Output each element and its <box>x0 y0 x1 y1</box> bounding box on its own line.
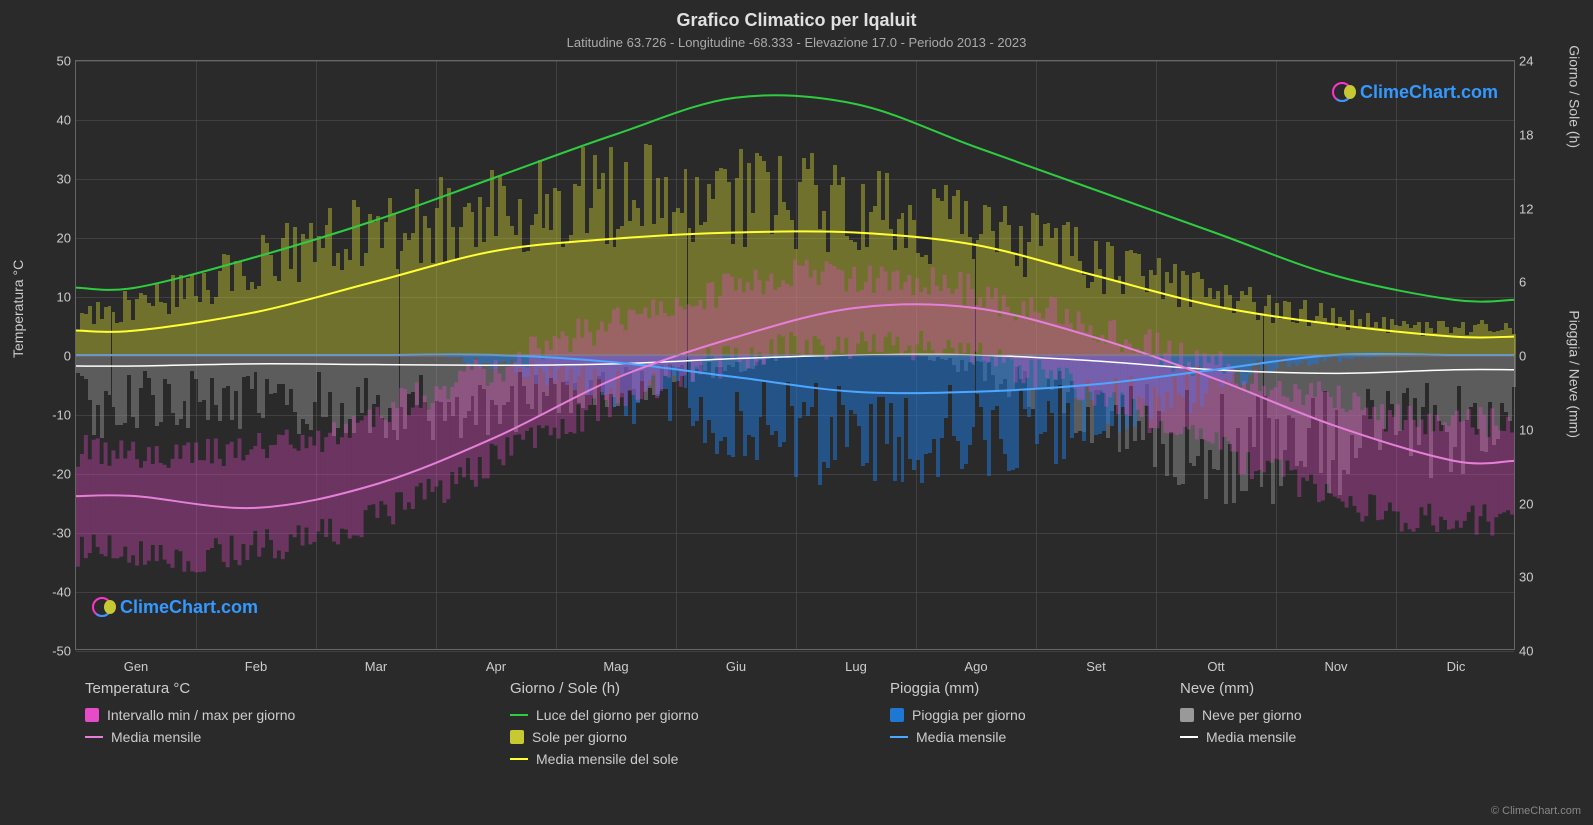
y-tick-right-bottom: 40 <box>1519 644 1549 659</box>
x-tick-month: Mag <box>603 659 628 674</box>
y-tick-left: 50 <box>36 54 71 69</box>
y-tick-right-bottom: 20 <box>1519 496 1549 511</box>
legend-label: Media mensile <box>916 729 1006 745</box>
y-tick-right-top: 0 <box>1519 349 1549 364</box>
legend-line-icon <box>85 736 103 738</box>
y-axis-left-title: Temperatura °C <box>10 260 26 358</box>
y-tick-right-top: 6 <box>1519 275 1549 290</box>
x-tick-month: Lug <box>845 659 867 674</box>
y-tick-left: 20 <box>36 231 71 246</box>
legend-item: Neve per giorno <box>1180 707 1302 723</box>
y-tick-left: -20 <box>36 467 71 482</box>
logo-icon <box>1332 80 1356 104</box>
legend-label: Media mensile del sole <box>536 751 678 767</box>
legend-title: Neve (mm) <box>1180 680 1302 697</box>
legend-item: Media mensile <box>890 729 1026 745</box>
x-tick-month: Nov <box>1324 659 1347 674</box>
legend-section: Neve (mm) Neve per giorno Media mensile <box>1180 680 1302 751</box>
y-tick-left: 30 <box>36 172 71 187</box>
x-tick-month: Ott <box>1207 659 1224 674</box>
legend-label: Pioggia per giorno <box>912 707 1026 723</box>
x-tick-month: Gen <box>124 659 149 674</box>
x-tick-month: Apr <box>486 659 506 674</box>
climate-chart: Grafico Climatico per Iqaluit Latitudine… <box>0 0 1593 825</box>
y-tick-left: 0 <box>36 349 71 364</box>
legend-title: Pioggia (mm) <box>890 680 1026 697</box>
legend-line-icon <box>1180 736 1198 738</box>
legend-item: Intervallo min / max per giorno <box>85 707 295 723</box>
legend-section: Temperatura °C Intervallo min / max per g… <box>85 680 295 751</box>
y-tick-right-top: 18 <box>1519 127 1549 142</box>
y-tick-right-top: 12 <box>1519 201 1549 216</box>
y-axis-right-top-title: Giorno / Sole (h) <box>1567 45 1583 148</box>
legend-item: Media mensile del sole <box>510 751 699 767</box>
y-tick-left: -50 <box>36 644 71 659</box>
watermark-text: ClimeChart.com <box>1360 82 1498 103</box>
x-tick-month: Giu <box>726 659 746 674</box>
chart-title: Grafico Climatico per Iqaluit <box>0 0 1593 31</box>
y-tick-left: -40 <box>36 585 71 600</box>
x-tick-month: Dic <box>1447 659 1466 674</box>
legend-item: Luce del giorno per giorno <box>510 707 699 723</box>
legend-section: Pioggia (mm) Pioggia per giorno Media mens… <box>890 680 1026 751</box>
legend-swatch-icon <box>890 708 904 722</box>
legend-swatch-icon <box>1180 708 1194 722</box>
watermark-top: ClimeChart.com <box>1332 80 1498 104</box>
y-tick-left: -30 <box>36 526 71 541</box>
chart-subtitle: Latitudine 63.726 - Longitudine -68.333 … <box>0 31 1593 50</box>
legend-label: Media mensile <box>111 729 201 745</box>
watermark-text: ClimeChart.com <box>120 597 258 618</box>
logo-icon <box>92 595 116 619</box>
legend-swatch-icon <box>510 730 524 744</box>
y-tick-right-bottom: 30 <box>1519 570 1549 585</box>
legend-section: Giorno / Sole (h) Luce del giorno per gio… <box>510 680 699 773</box>
legend-line-icon <box>890 736 908 738</box>
copyright: © ClimeChart.com <box>1491 805 1581 817</box>
legend-item: Media mensile <box>1180 729 1302 745</box>
legend-label: Luce del giorno per giorno <box>536 707 699 723</box>
y-tick-right-bottom: 10 <box>1519 422 1549 437</box>
legend-label: Intervallo min / max per giorno <box>107 707 295 723</box>
legend-label: Neve per giorno <box>1202 707 1302 723</box>
x-tick-month: Mar <box>365 659 387 674</box>
legend-title: Temperatura °C <box>85 680 295 697</box>
x-tick-month: Feb <box>245 659 267 674</box>
watermark-bottom: ClimeChart.com <box>92 595 258 619</box>
y-tick-left: 40 <box>36 113 71 128</box>
x-tick-month: Set <box>1086 659 1106 674</box>
y-tick-right-top: 24 <box>1519 54 1549 69</box>
x-tick-month: Ago <box>964 659 987 674</box>
legend-line-icon <box>510 714 528 716</box>
y-axis-right-bottom-title: Pioggia / Neve (mm) <box>1567 310 1583 438</box>
legend-label: Media mensile <box>1206 729 1296 745</box>
y-tick-left: 10 <box>36 290 71 305</box>
legend-item: Pioggia per giorno <box>890 707 1026 723</box>
legend-label: Sole per giorno <box>532 729 627 745</box>
legend-item: Sole per giorno <box>510 729 699 745</box>
legend-line-icon <box>510 758 528 760</box>
legend-item: Media mensile <box>85 729 295 745</box>
legend-swatch-icon <box>85 708 99 722</box>
legend-title: Giorno / Sole (h) <box>510 680 699 697</box>
plot-area: -50-40-30-20-100102030405006121824102030… <box>75 60 1515 650</box>
y-tick-left: -10 <box>36 408 71 423</box>
